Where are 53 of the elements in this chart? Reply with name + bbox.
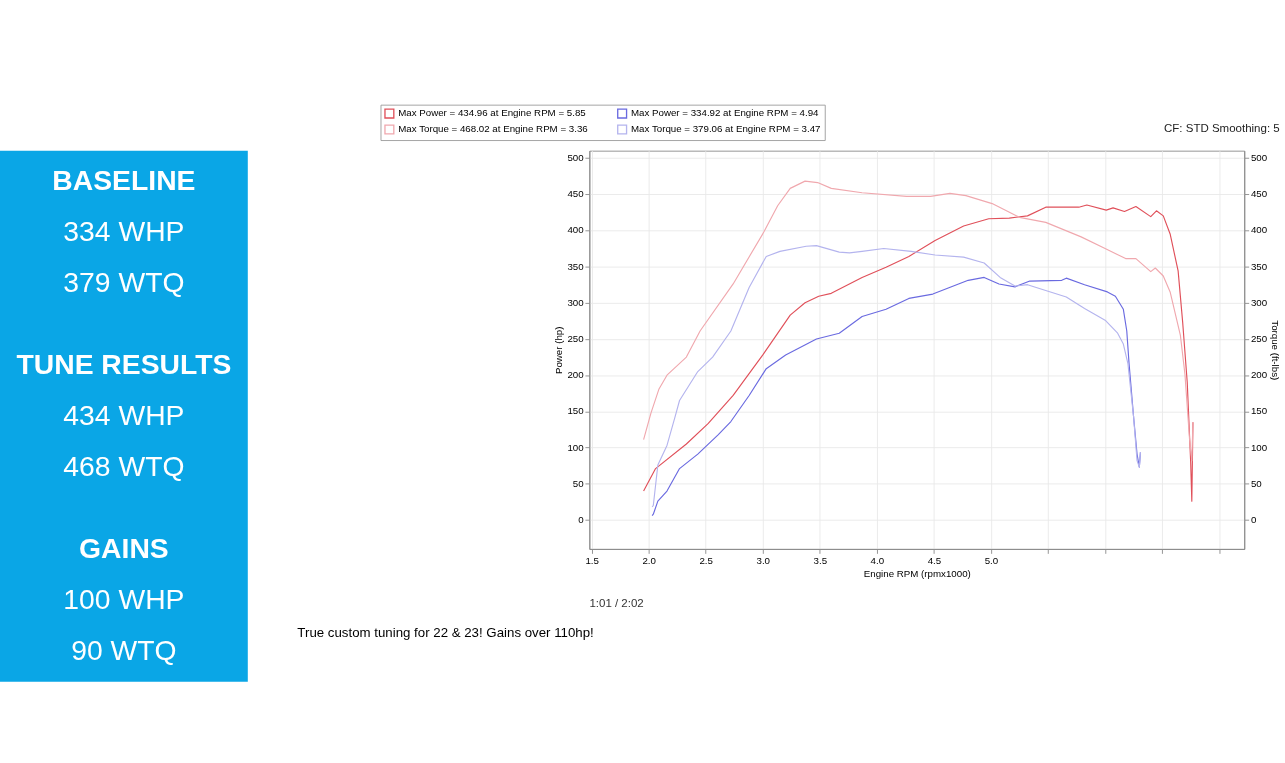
text: CF: STD Smoothing: 5	[1164, 122, 1280, 135]
y-tick-label: 100	[567, 441, 585, 453]
line-series	[643, 180, 1194, 462]
y2-axis-title: Torque (ft-lbs)	[1270, 320, 1282, 381]
legend-label: Max Power = 334.92 at Engine RPM = 4.94	[631, 107, 820, 119]
y2-tick-label: 350	[1250, 260, 1268, 272]
x-axis-title: Engine RPM (rpmx1000)	[863, 567, 971, 579]
x-tick-label: 3.0	[756, 554, 771, 566]
y-axis-title: Power (hp)	[553, 326, 565, 375]
text: GAINS	[79, 531, 169, 564]
y-tick-label: 500	[567, 152, 585, 164]
y-tick-label: 50	[572, 477, 585, 489]
y2-tick-label: 50	[1250, 477, 1263, 489]
y-tick-label: 150	[567, 405, 585, 417]
y-tick-label: 400	[567, 224, 585, 236]
y2-tick-label: 300	[1250, 296, 1268, 308]
legend-label: Max Power = 434.96 at Engine RPM = 5.85	[398, 107, 586, 119]
y-tick-label: 350	[567, 260, 585, 272]
y2-tick-label: 200	[1250, 369, 1268, 381]
y-tick-label: 200	[567, 369, 585, 381]
line-series	[651, 244, 1142, 508]
y2-tick-label: 0	[1250, 514, 1257, 526]
legend-label: Max Torque = 379.06 at Engine RPM = 3.47	[631, 123, 821, 135]
text: TUNE RESULTS	[16, 347, 232, 380]
text: 334 WHP	[63, 214, 185, 247]
y2-tick-label: 100	[1250, 441, 1268, 453]
y2-tick-label: 150	[1250, 405, 1268, 417]
y-tick-label: 0	[578, 514, 585, 526]
y2-tick-label: 500	[1250, 152, 1268, 164]
y2-tick-label: 250	[1250, 333, 1268, 345]
x-tick-label: 2.5	[699, 554, 713, 566]
line-series	[643, 204, 1194, 502]
text: BASELINE	[52, 163, 196, 196]
y2-tick-label: 450	[1250, 188, 1268, 200]
text: 1:01 / 2:02	[589, 597, 644, 610]
x-tick-label: 4.5	[927, 554, 942, 566]
x-tick-label: 5.0	[984, 554, 999, 566]
text: True custom tuning for 22 & 23! Gains over 110hp!	[297, 625, 594, 641]
x-tick-label: 2.0	[642, 554, 657, 566]
legend-label: Max Torque = 468.02 at Engine RPM = 3.36	[398, 123, 588, 135]
text: 434 WHP	[63, 399, 185, 432]
y-tick-label: 450	[567, 188, 585, 200]
text: 468 WTQ	[63, 450, 185, 483]
y-tick-label: 300	[567, 296, 585, 308]
y-tick-label: 250	[567, 333, 585, 345]
y2-tick-label: 400	[1250, 224, 1268, 236]
x-tick-label: 3.5	[813, 554, 828, 566]
text: 100 WHP	[63, 583, 185, 616]
text: 379 WTQ	[63, 266, 185, 299]
x-tick-label: 1.5	[585, 554, 599, 566]
x-tick-label: 4.0	[870, 554, 885, 566]
line-series	[651, 276, 1142, 517]
text: 90 WTQ	[71, 634, 177, 667]
